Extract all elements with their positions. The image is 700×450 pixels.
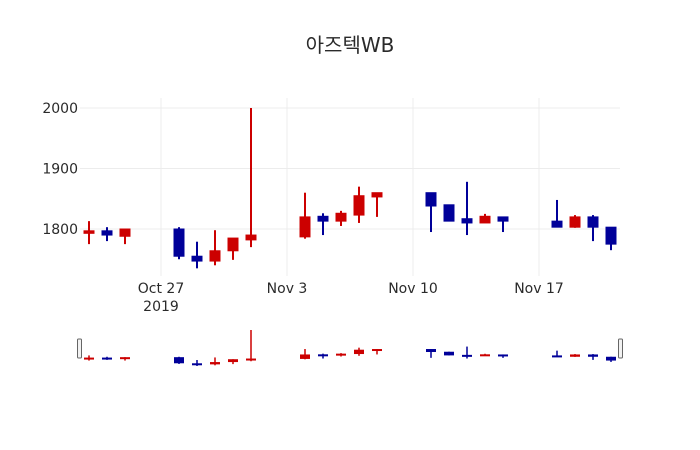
- y-tick-label: 1900: [42, 162, 78, 178]
- candle[interactable]: [461, 181, 473, 236]
- slider-candle: [588, 354, 598, 360]
- range-slider-left-handle[interactable]: [77, 338, 82, 359]
- candle[interactable]: [371, 192, 383, 217]
- x-tick-label: Oct 27: [138, 281, 184, 297]
- candle[interactable]: [425, 192, 437, 233]
- y-tick-label: 1800: [42, 222, 78, 238]
- slider-candle: [318, 353, 328, 359]
- slider-candle: [498, 354, 508, 358]
- candle[interactable]: [299, 192, 311, 239]
- slider-candle: [354, 347, 364, 356]
- candle[interactable]: [245, 108, 257, 248]
- candle[interactable]: [605, 226, 617, 251]
- slider-candle: [102, 356, 112, 360]
- slider-candle: [480, 353, 490, 357]
- candle[interactable]: [317, 213, 329, 236]
- y-tick-label: 2000: [42, 101, 78, 117]
- x-axis: Oct 27 2019 Nov 3 Nov 10 Nov 17: [138, 281, 564, 315]
- slider-candle: [192, 360, 202, 366]
- gridlines: [80, 98, 620, 276]
- slider-candle: [228, 359, 238, 365]
- candle[interactable]: [101, 227, 113, 242]
- range-slider-right-handle[interactable]: [618, 338, 623, 359]
- y-axis: 1800 1900 2000: [42, 101, 78, 238]
- x-tick-sublabel: 2019: [143, 299, 179, 315]
- candle[interactable]: [551, 199, 563, 228]
- candle[interactable]: [83, 221, 95, 245]
- slider-candle: [246, 330, 256, 362]
- chart-title: 아즈텍WB: [305, 33, 395, 57]
- x-tick-label: Nov 3: [267, 281, 308, 297]
- candle[interactable]: [227, 237, 239, 260]
- slider-candle: [462, 346, 472, 359]
- candle[interactable]: [443, 204, 455, 222]
- x-tick-label: Nov 17: [514, 281, 564, 297]
- slider-candle: [336, 353, 346, 357]
- x-tick-label: Nov 10: [388, 281, 438, 297]
- candle[interactable]: [569, 215, 581, 228]
- slider-candle: [372, 349, 382, 355]
- slider-candle: [426, 349, 436, 358]
- slider-candle: [606, 356, 616, 362]
- slider-candle: [570, 354, 580, 357]
- candle[interactable]: [119, 228, 131, 245]
- slider-candle: [300, 349, 310, 360]
- candle[interactable]: [191, 241, 203, 269]
- candle[interactable]: [587, 215, 599, 242]
- candle[interactable]: [497, 216, 509, 233]
- candle[interactable]: [353, 186, 365, 223]
- range-slider[interactable]: [77, 330, 623, 366]
- slider-candle: [444, 351, 454, 356]
- slider-candle: [120, 357, 130, 361]
- candles-main[interactable]: [83, 108, 617, 269]
- slider-candle: [84, 355, 94, 361]
- slider-candle: [210, 357, 220, 366]
- candle[interactable]: [335, 210, 347, 226]
- candle[interactable]: [479, 213, 491, 224]
- candle[interactable]: [173, 227, 185, 260]
- slider-candle: [552, 350, 562, 358]
- slider-candle: [174, 356, 184, 364]
- candle[interactable]: [209, 230, 221, 266]
